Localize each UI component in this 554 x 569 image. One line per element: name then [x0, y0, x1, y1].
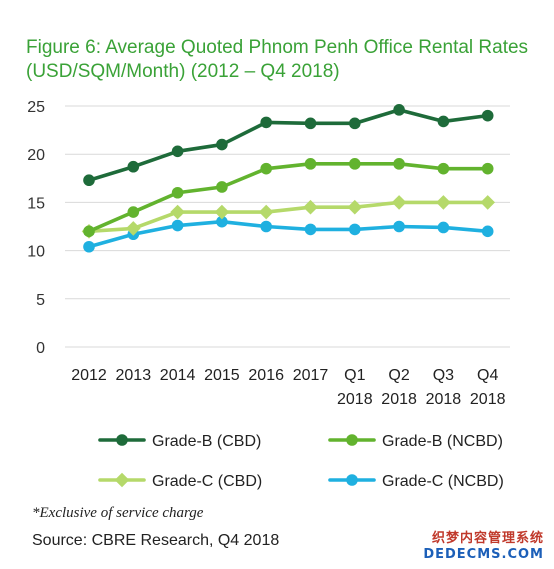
y-tick-label-0: 0: [36, 340, 45, 357]
point-grade-b-ncbd-1: [127, 206, 140, 218]
point-grade-c-cbd-8: [436, 195, 451, 210]
point-grade-c-ncbd-5: [304, 223, 317, 236]
series-line-grade-b-ncbd: [87, 162, 490, 234]
point-grade-b-ncbd-9: [481, 162, 494, 175]
point-grade-b-ncbd-4: [260, 162, 273, 175]
point-grade-c-ncbd-8: [437, 221, 450, 234]
point-grade-c-ncbd-9: [481, 225, 494, 238]
source-note: Source: CBRE Research, Q4 2018: [32, 532, 280, 549]
point-grade-b-cbd-4: [260, 116, 273, 129]
series-line-grade-b-cbd: [87, 108, 490, 183]
point-grade-c-ncbd-2: [171, 219, 184, 232]
point-grade-b-cbd-8: [437, 115, 450, 128]
point-grade-c-cbd-7: [391, 195, 407, 210]
point-grade-c-cbd-4: [258, 204, 274, 220]
x-tick-label-1: 2013: [116, 367, 152, 384]
point-grade-c-cbd-6: [347, 199, 363, 215]
x-tick-label-0: 2012: [71, 367, 107, 384]
x-tick-label-6-0: Q1: [344, 367, 365, 384]
point-grade-b-cbd-9: [481, 109, 494, 122]
x-tick-label-5: 2017: [293, 367, 329, 384]
point-grade-b-ncbd-8: [437, 162, 450, 175]
x-tick-label-8-1: 2018: [426, 391, 462, 408]
point-grade-b-cbd-3: [216, 138, 228, 151]
point-grade-b-cbd-1: [127, 160, 140, 173]
point-grade-b-cbd-7: [393, 104, 405, 116]
y-tick-label-25: 25: [27, 99, 45, 116]
line-chart: 0 5 10 15 20 25 2012 2013 2014 2015 2016 2017 Q1 2018…: [27, 99, 510, 490]
point-grade-b-ncbd-5: [304, 158, 317, 170]
point-grade-b-cbd-0: [83, 174, 95, 187]
point-grade-c-ncbd-7: [393, 220, 405, 233]
point-grade-c-cbd-2: [170, 204, 185, 220]
x-tick-label-9-1: 2018: [470, 391, 506, 408]
chart-title-line-2: (USD/SQM/Month) (2012 – Q4 2018): [26, 61, 340, 82]
legend-label-grade-b-ncbd: Grade-B (NCBD): [382, 433, 503, 450]
point-grade-c-ncbd-0: [83, 240, 95, 253]
x-tick-label-6-1: 2018: [337, 391, 373, 408]
y-tick-label-15: 15: [27, 195, 45, 212]
legend-label-grade-c-ncbd: Grade-C (NCBD): [382, 473, 504, 490]
point-grade-c-cbd-1: [126, 221, 141, 236]
point-grade-b-ncbd-3: [216, 181, 228, 193]
watermark-line-2: DEDECMS.COM: [423, 547, 544, 562]
footnote: *Exclusive of service charge: [32, 505, 204, 521]
y-tick-label-5: 5: [36, 292, 45, 309]
point-grade-b-ncbd-6: [349, 158, 361, 170]
point-grade-c-cbd-9: [480, 195, 495, 210]
x-tick-label-7-1: 2018: [381, 391, 417, 408]
point-grade-c-ncbd-6: [349, 223, 361, 236]
point-grade-b-ncbd-0: [83, 225, 95, 238]
y-tick-label-10: 10: [27, 244, 45, 261]
x-tick-label-2: 2014: [160, 367, 196, 384]
watermark-line-1: 织梦内容管理系统: [431, 531, 544, 546]
x-tick-label-3: 2015: [204, 367, 240, 384]
x-tick-label-8-0: Q3: [433, 367, 454, 384]
chart-title-line-1: Figure 6: Average Quoted Phnom Penh Offi…: [26, 37, 529, 58]
legend-marker-grade-b-ncbd: [346, 434, 358, 446]
y-tick-label-20: 20: [27, 147, 45, 164]
series-line-grade-c-ncbd: [87, 219, 490, 249]
point-grade-b-ncbd-2: [171, 186, 184, 199]
legend-marker-grade-c-cbd: [114, 472, 130, 488]
watermark: 织梦内容管理系统 DEDECMS.COM: [423, 531, 544, 563]
x-tick-label-4: 2016: [248, 367, 284, 384]
point-grade-b-cbd-6: [349, 117, 361, 130]
legend-marker-grade-c-ncbd: [346, 474, 358, 486]
point-grade-b-cbd-5: [304, 117, 317, 130]
point-grade-b-cbd-2: [171, 145, 184, 158]
point-grade-c-ncbd-4: [260, 220, 273, 233]
point-grade-c-cbd-3: [214, 204, 230, 220]
series-line-grade-c-cbd: [87, 200, 490, 234]
point-grade-c-ncbd-3: [216, 215, 228, 228]
point-grade-b-ncbd-7: [393, 158, 405, 170]
legend-marker-grade-b-cbd: [116, 434, 128, 446]
x-tick-label-9-0: Q4: [477, 367, 498, 384]
point-grade-c-cbd-5: [303, 199, 318, 215]
legend-label-grade-b-cbd: Grade-B (CBD): [152, 433, 261, 450]
x-tick-label-7-0: Q2: [388, 367, 409, 384]
legend-label-grade-c-cbd: Grade-C (CBD): [152, 473, 262, 490]
